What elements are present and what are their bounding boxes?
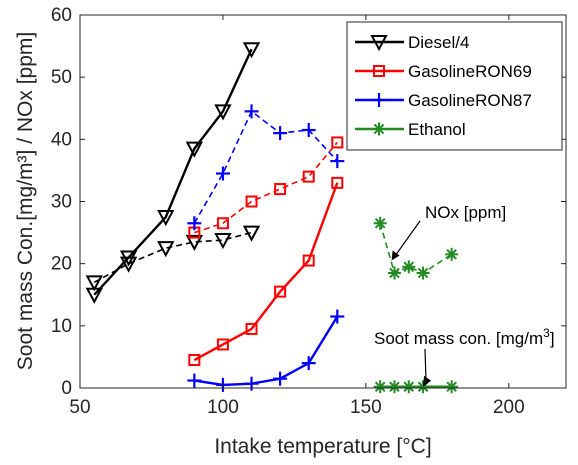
series-layer: [85, 42, 459, 394]
series-ethanol-nox: [373, 216, 459, 280]
data-point: [331, 176, 344, 189]
legend-marker: [373, 65, 385, 77]
y-tick-label: 60: [51, 5, 72, 26]
data-point: [402, 380, 416, 394]
series-line: [193, 110, 338, 224]
data-point: [157, 241, 175, 258]
data-point: [302, 170, 315, 183]
data-point: [214, 104, 232, 121]
y-axis-label: Soot mass Con.[mg/m³] / NOx [ppm]: [14, 32, 37, 370]
data-point: [402, 260, 416, 274]
y-tick-label: 30: [51, 192, 72, 213]
legend-item: GasolineRON69: [355, 62, 532, 81]
annotation-layer: NOx [ppm] Soot mass con. [mg/m3]: [374, 203, 555, 387]
data-point: [330, 309, 345, 324]
x-tick-label: 150: [350, 397, 382, 418]
data-point: [273, 371, 288, 386]
y-tick-label: 50: [51, 67, 72, 88]
series-gasolineron69-soot: [188, 176, 344, 367]
data-point: [244, 104, 259, 119]
data-point: [445, 247, 459, 261]
data-point: [302, 254, 315, 267]
data-point: [301, 356, 316, 371]
data-point: [330, 154, 345, 169]
x-tick-label: 200: [493, 397, 525, 418]
legend-marker: [372, 122, 386, 136]
data-point: [331, 136, 344, 149]
legend-marker: [370, 35, 388, 52]
x-tick-label: 100: [207, 397, 239, 418]
y-tick-label: 10: [51, 316, 72, 337]
arrow-head: [391, 250, 400, 261]
series-line: [93, 48, 253, 296]
annotation-arrow: [394, 220, 421, 257]
legend-marker: [372, 93, 386, 107]
x-tick-label: 50: [69, 397, 90, 418]
data-point: [373, 380, 387, 394]
data-point: [187, 216, 202, 231]
annotation-nox: NOx [ppm]: [425, 203, 506, 222]
data-point: [416, 266, 430, 280]
data-point: [242, 42, 261, 59]
y-axis-ticks: 0 10 20 30 40 50 60: [51, 5, 566, 399]
y-tick-label: 0: [61, 378, 72, 399]
data-point: [273, 126, 288, 141]
series-line: [379, 223, 453, 275]
data-point: [214, 233, 232, 250]
data-point: [157, 210, 175, 227]
legend-label: GasolineRON87: [408, 91, 532, 110]
x-axis-label: Intake temperature [°C]: [214, 435, 431, 458]
annotation-arrow: [424, 348, 427, 382]
data-point: [301, 123, 316, 138]
data-point: [119, 256, 138, 273]
data-point: [215, 166, 230, 181]
series-diesel-4-nox: [85, 225, 261, 292]
data-point: [216, 217, 229, 230]
legend-label: GasolineRON69: [408, 62, 532, 81]
data-point: [188, 354, 201, 367]
data-point: [387, 380, 401, 394]
annotation-soot: Soot mass con. [mg/m3]: [374, 326, 555, 348]
data-point: [387, 266, 401, 280]
data-point: [245, 195, 258, 208]
legend-item: Diesel/4: [355, 33, 469, 52]
legend-label: Ethanol: [408, 120, 466, 139]
series-gasolineron87-nox: [187, 104, 345, 231]
data-point: [187, 373, 202, 388]
series-gasolineron87-soot: [187, 309, 345, 392]
data-point: [274, 183, 287, 196]
legend: Diesel/4 GasolineRON69 GasolineRON87 Ethano…: [346, 21, 563, 151]
legend-label: Diesel/4: [408, 33, 469, 52]
x-axis-ticks: 50 100 150 200: [69, 15, 525, 418]
data-point: [274, 285, 287, 298]
series-gasolineron69-nox: [188, 136, 344, 239]
arrow-head: [423, 375, 432, 387]
legend-item: GasolineRON87: [355, 91, 532, 110]
data-point: [216, 338, 229, 351]
y-tick-label: 40: [51, 129, 72, 150]
data-point: [185, 141, 204, 158]
data-point: [85, 275, 103, 292]
y-tick-label: 20: [51, 254, 72, 275]
data-point: [445, 380, 459, 394]
legend-item: Ethanol: [355, 120, 466, 139]
data-point: [185, 234, 204, 252]
data-point: [245, 322, 258, 335]
data-point: [373, 216, 387, 230]
data-point: [242, 225, 261, 242]
